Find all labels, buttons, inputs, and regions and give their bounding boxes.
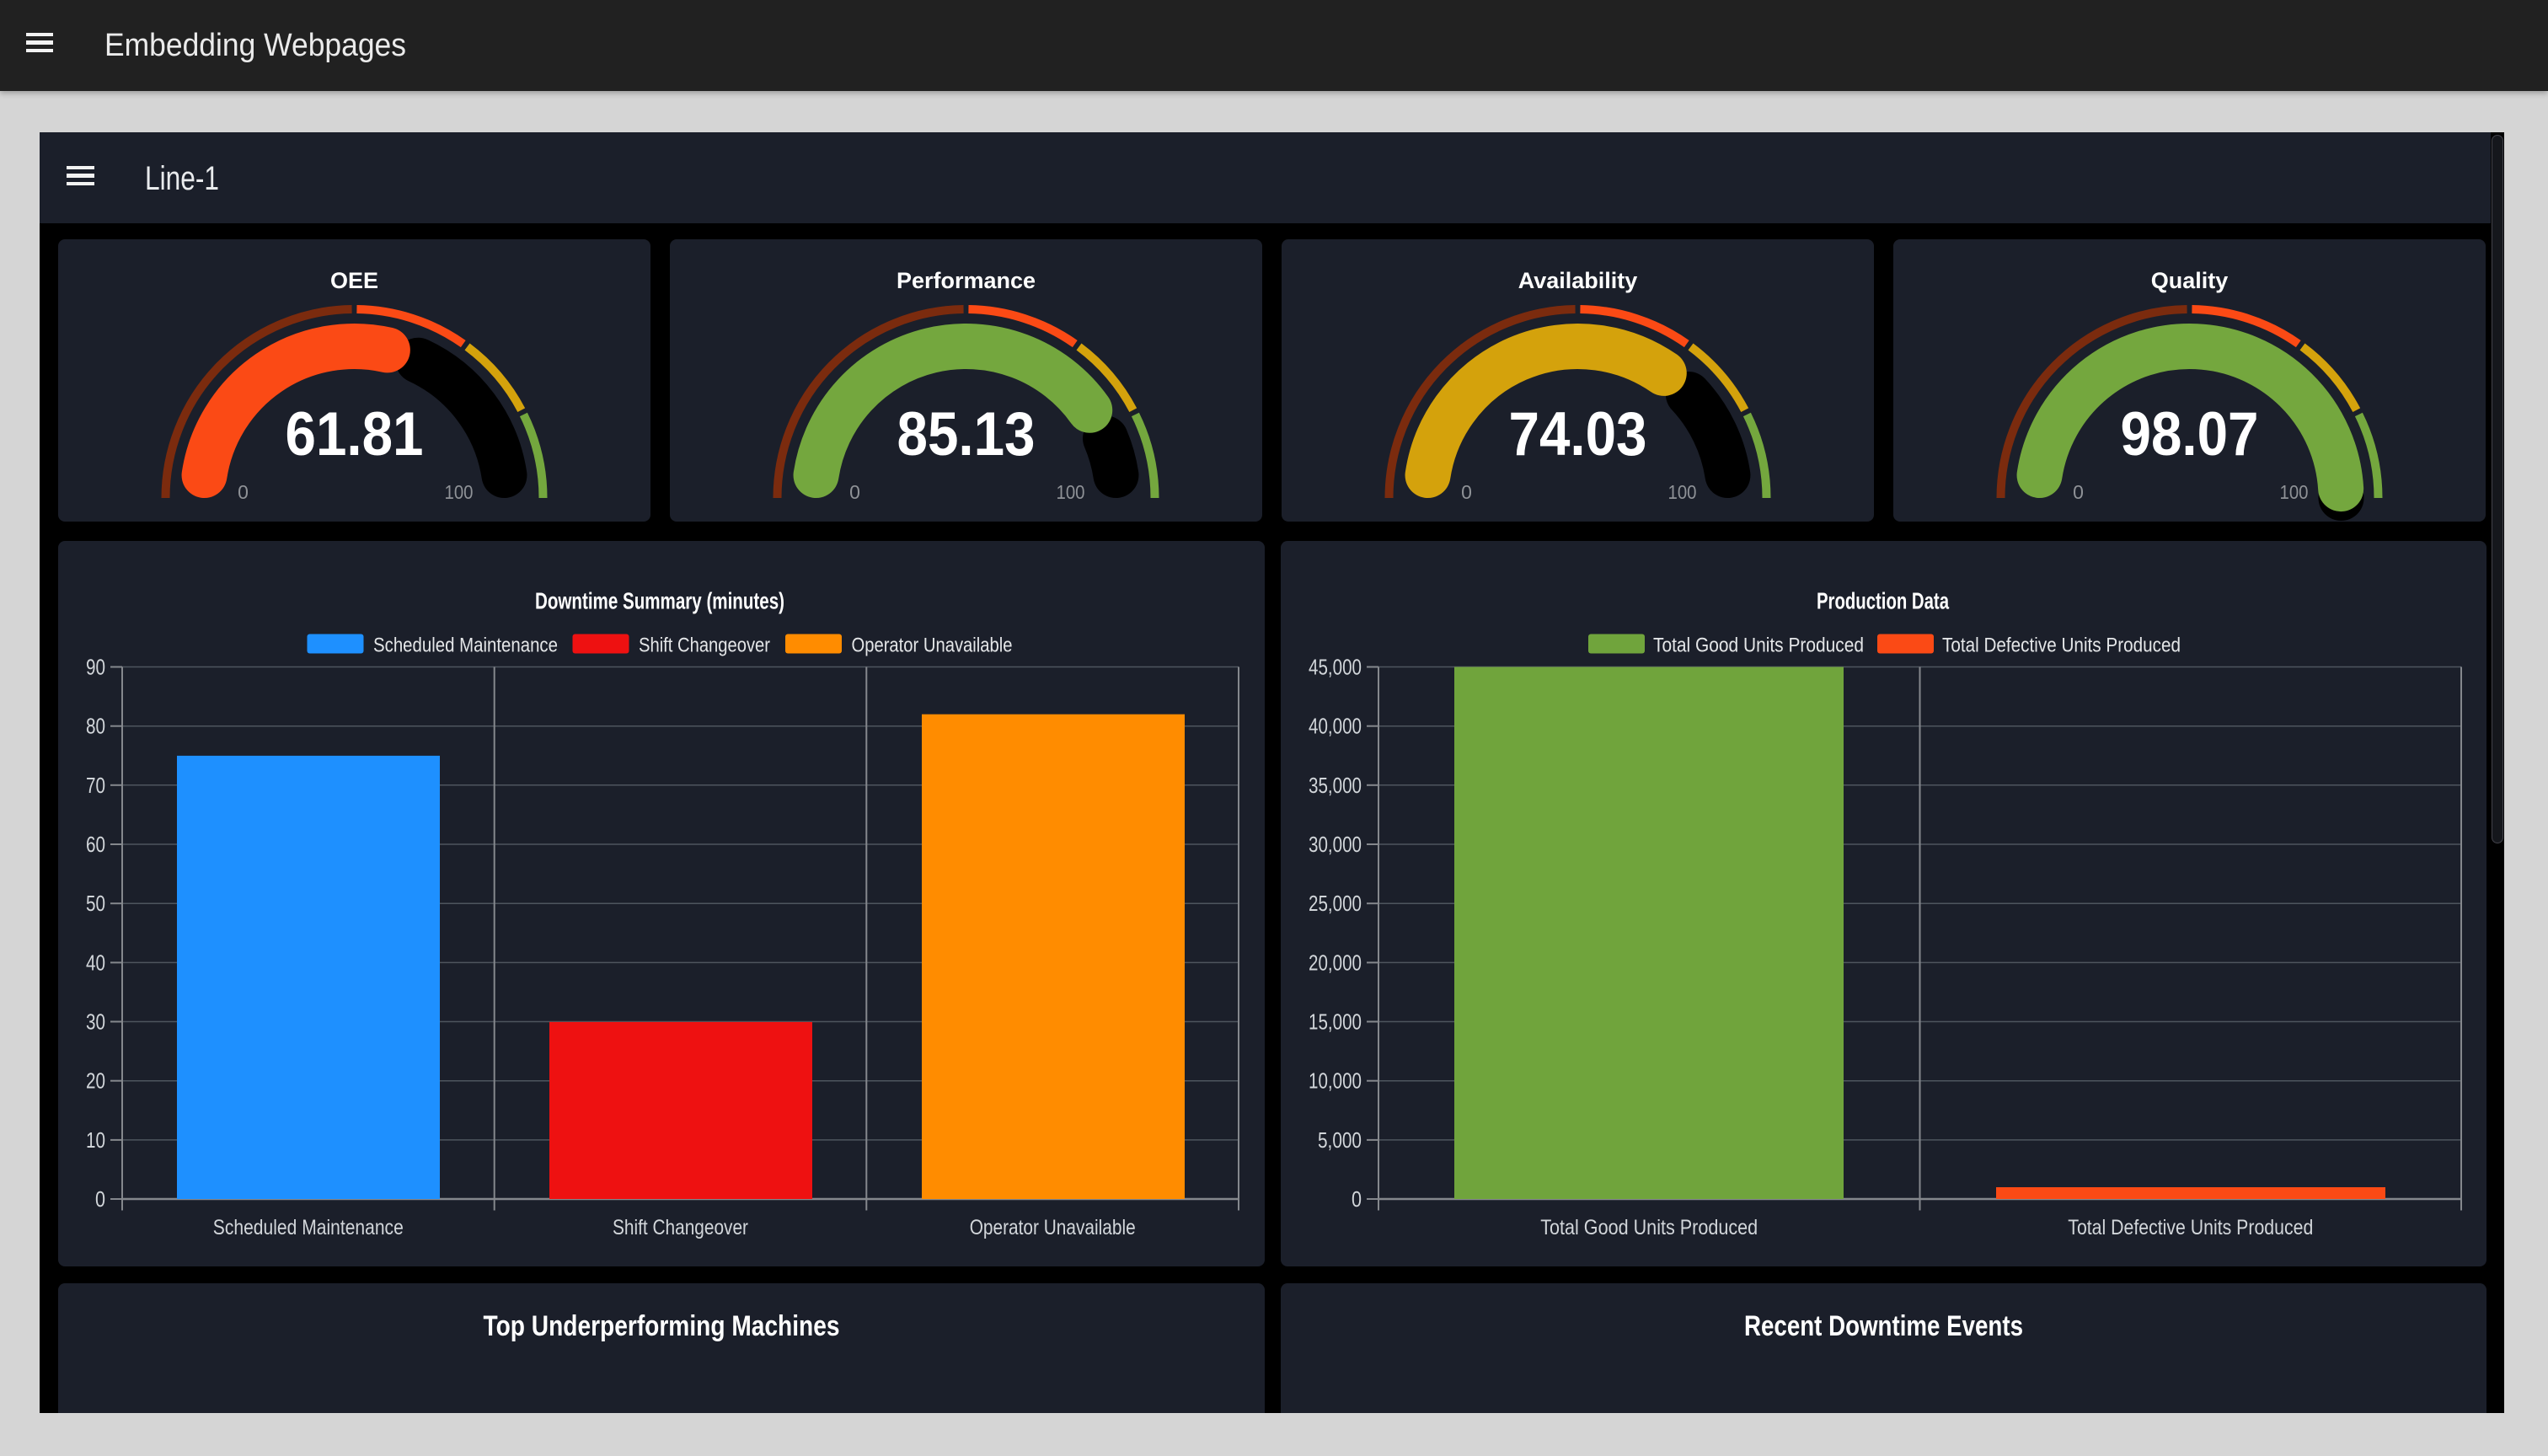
svg-text:5,000: 5,000: [1318, 1127, 1362, 1152]
svg-text:Embedding Webpages: Embedding Webpages: [104, 28, 406, 63]
svg-text:0: 0: [1352, 1186, 1362, 1212]
svg-text:15,000: 15,000: [1309, 1009, 1362, 1034]
svg-text:80: 80: [86, 713, 105, 738]
svg-text:98.07: 98.07: [2120, 400, 2258, 468]
svg-text:Quality: Quality: [2150, 268, 2228, 293]
svg-text:Total Good Units Produced: Total Good Units Produced: [1540, 1216, 1758, 1239]
svg-text:0: 0: [238, 481, 249, 503]
svg-text:Total Defective Units Produced: Total Defective Units Produced: [1942, 634, 2181, 656]
svg-text:Availability: Availability: [1518, 268, 1637, 293]
svg-text:Shift Changeover: Shift Changeover: [639, 634, 770, 656]
svg-text:Shift Changeover: Shift Changeover: [613, 1216, 748, 1239]
svg-text:100: 100: [1056, 481, 1084, 503]
svg-text:40,000: 40,000: [1309, 713, 1362, 738]
svg-text:Operator Unavailable: Operator Unavailable: [852, 634, 1013, 656]
svg-text:Total Defective Units Produced: Total Defective Units Produced: [2068, 1216, 2313, 1239]
svg-text:20: 20: [86, 1068, 105, 1093]
svg-text:30: 30: [86, 1009, 105, 1034]
svg-text:0: 0: [849, 481, 860, 503]
svg-text:Performance: Performance: [896, 268, 1035, 293]
svg-text:10,000: 10,000: [1309, 1068, 1362, 1093]
svg-text:25,000: 25,000: [1309, 891, 1362, 916]
svg-text:Total Good Units Produced: Total Good Units Produced: [1653, 634, 1864, 656]
svg-text:Recent Downtime Events: Recent Downtime Events: [1744, 1310, 2023, 1342]
svg-text:50: 50: [86, 891, 105, 916]
svg-text:30,000: 30,000: [1309, 832, 1362, 857]
svg-text:100: 100: [1667, 481, 1696, 503]
svg-text:10: 10: [86, 1127, 105, 1152]
svg-text:100: 100: [2279, 481, 2308, 503]
svg-text:20,000: 20,000: [1309, 950, 1362, 975]
svg-text:Line-1: Line-1: [145, 160, 219, 197]
svg-text:61.81: 61.81: [285, 400, 423, 468]
svg-text:0: 0: [95, 1186, 105, 1212]
svg-text:85.13: 85.13: [897, 400, 1035, 468]
svg-text:35,000: 35,000: [1309, 772, 1362, 797]
svg-text:100: 100: [444, 481, 473, 503]
svg-text:Scheduled Maintenance: Scheduled Maintenance: [213, 1216, 404, 1239]
svg-text:Scheduled Maintenance: Scheduled Maintenance: [373, 634, 558, 656]
svg-text:40: 40: [86, 950, 105, 975]
svg-text:OEE: OEE: [329, 268, 377, 293]
svg-text:Downtime Summary (minutes): Downtime Summary (minutes): [535, 587, 784, 613]
svg-text:70: 70: [86, 772, 105, 797]
svg-text:60: 60: [86, 832, 105, 857]
svg-text:0: 0: [1461, 481, 1472, 503]
svg-text:Top Underperforming Machines: Top Underperforming Machines: [484, 1310, 840, 1342]
svg-text:90: 90: [86, 654, 105, 679]
svg-text:0: 0: [2073, 481, 2084, 503]
svg-text:74.03: 74.03: [1508, 400, 1646, 468]
svg-text:45,000: 45,000: [1309, 654, 1362, 679]
svg-text:Production Data: Production Data: [1817, 587, 1949, 613]
svg-text:Operator Unavailable: Operator Unavailable: [970, 1216, 1136, 1239]
